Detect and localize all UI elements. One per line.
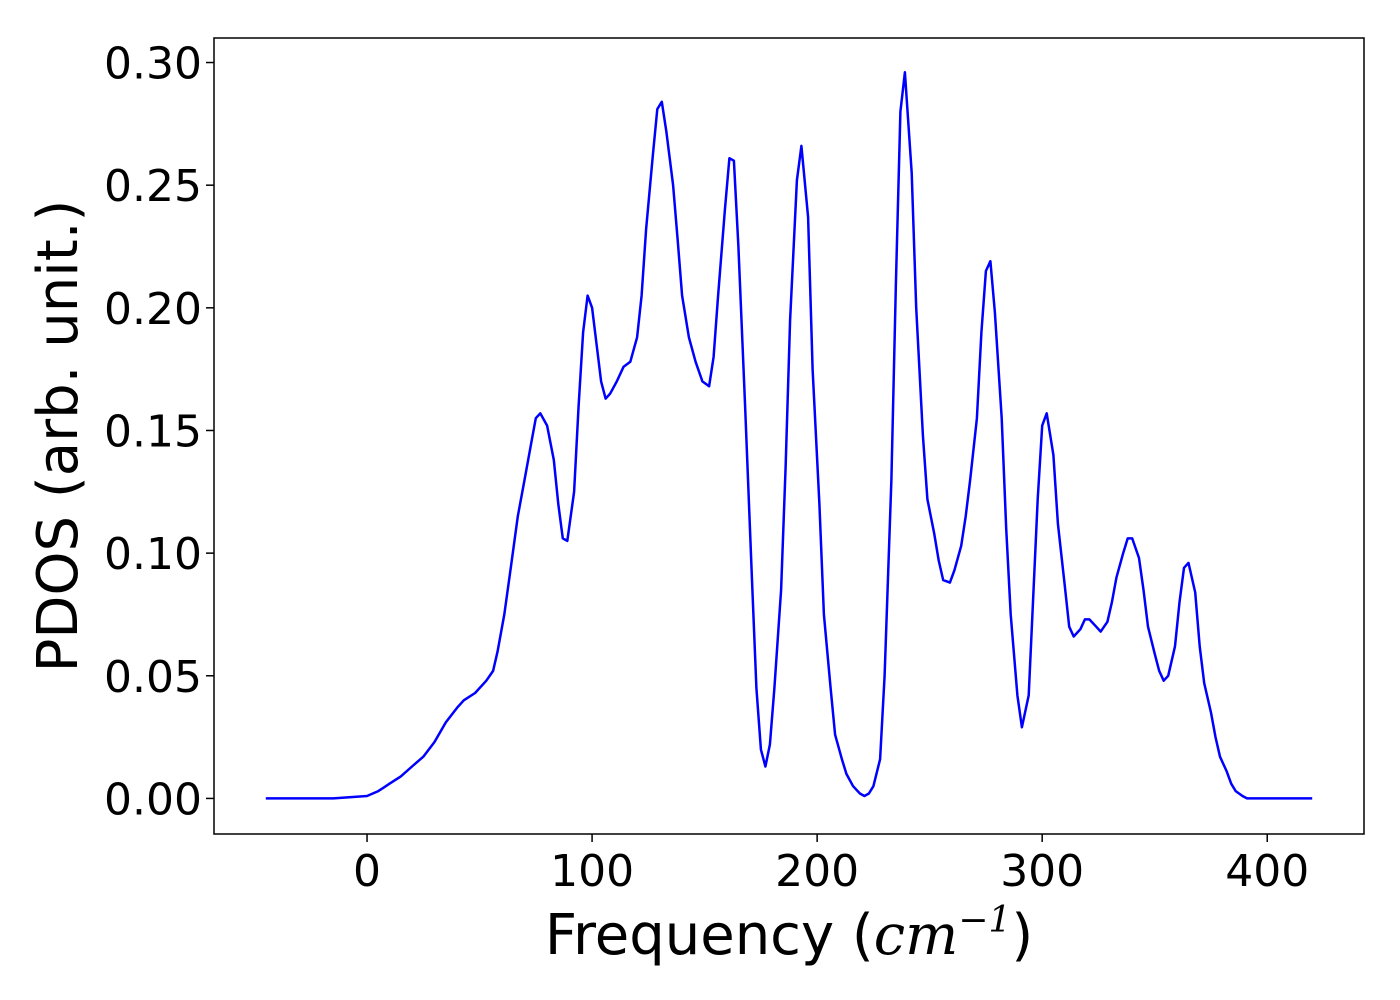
y-tick-label: 0.25 [104,161,202,212]
plot-frame [213,37,1365,835]
y-axis-label: PDOS (arb. unit.) [26,200,91,673]
y-tick-label: 0.05 [104,652,202,703]
series-layer [265,71,1313,800]
y-axis: 0.00 0.05 0.10 0.15 0.20 0.25 0.30 [104,39,214,825]
plot-area [214,38,1364,834]
x-tick-label: 400 [1225,846,1309,897]
y-tick-label: 0.20 [104,284,202,335]
x-tick-label: 200 [775,846,859,897]
x-tick-label: 0 [353,846,381,897]
x-tick-label: 300 [1000,846,1084,897]
y-tick-label: 0.15 [104,406,202,457]
y-tick-label: 0.30 [104,39,202,90]
x-axis: 0 100 200 300 400 [353,834,1309,897]
x-axis-label: Frequency (cm−1) [545,900,1033,968]
series-line-0 [265,71,1313,800]
x-tick-label: 100 [550,846,634,897]
y-tick-label: 0.00 [104,774,202,825]
y-tick-label: 0.10 [104,529,202,580]
